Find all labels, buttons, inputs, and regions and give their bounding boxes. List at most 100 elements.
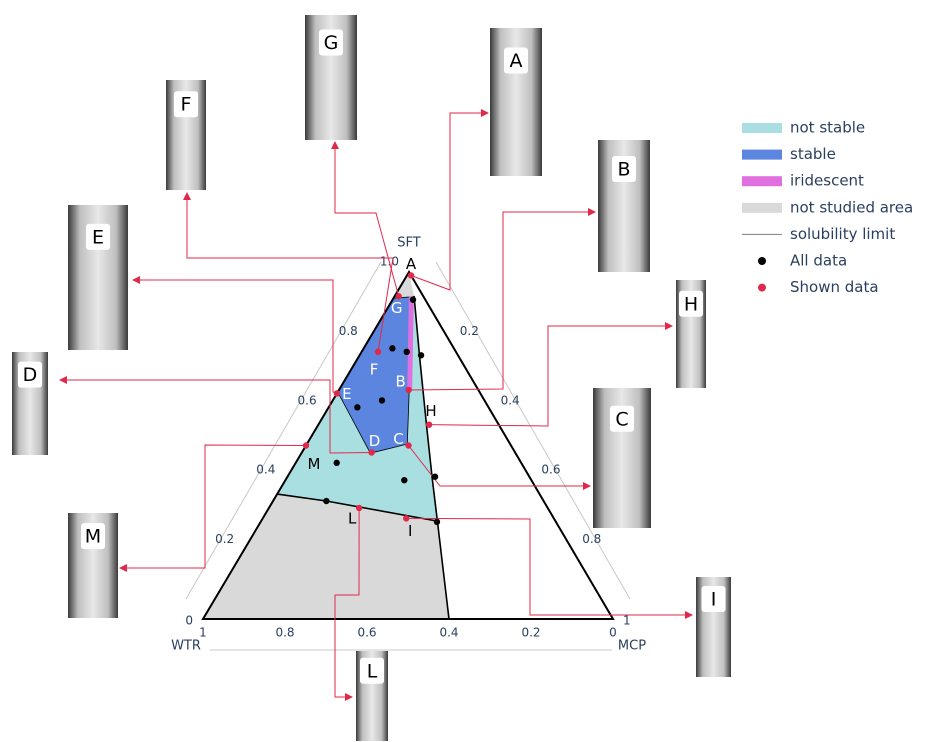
data-point — [333, 459, 340, 467]
point-label: I — [408, 522, 412, 540]
point-label: C — [393, 430, 403, 448]
point-label: D — [369, 432, 381, 450]
data-point — [403, 348, 410, 356]
legend-label: solubility limit — [790, 225, 895, 243]
axis-label: SFT — [397, 236, 421, 251]
region — [203, 494, 449, 619]
photo-label: D — [23, 364, 38, 386]
photo-label: M — [85, 526, 101, 548]
legend-swatch — [742, 149, 782, 160]
sft-tick-label: 0.2 — [215, 532, 234, 546]
sft-tick-label: 0.8 — [339, 324, 358, 338]
data-point — [323, 497, 330, 505]
data-point — [378, 397, 386, 404]
mcp-tick-label: 0.6 — [541, 463, 560, 477]
data-point — [355, 504, 363, 512]
connector — [59, 376, 372, 454]
data-point — [433, 518, 441, 526]
wtr-tick-label: 0.6 — [357, 626, 376, 640]
legend-swatch — [742, 123, 782, 133]
region — [393, 272, 415, 299]
solubility-limit — [413, 295, 450, 620]
connector — [119, 444, 307, 572]
data-point — [395, 293, 402, 300]
photo-label-box — [86, 223, 110, 250]
data-point — [431, 473, 439, 480]
region — [407, 296, 414, 389]
photo-label-box — [360, 657, 384, 684]
wtr-tick-label: 0.8 — [275, 626, 294, 640]
sft-tick-label: 0 — [185, 614, 193, 628]
data-point — [405, 442, 412, 449]
point-label: M — [308, 455, 321, 473]
legend-swatch — [758, 283, 766, 292]
photo-label-box — [612, 156, 636, 183]
legend-label: not stable — [790, 119, 865, 137]
legend-swatch — [758, 257, 766, 265]
photo-label-box — [701, 586, 726, 612]
mcp-tick-label: 0.2 — [460, 324, 479, 338]
photo-label-box — [504, 47, 528, 74]
connector — [132, 276, 338, 394]
data-point — [368, 449, 375, 456]
legend-label: All data — [790, 252, 847, 270]
data-point — [403, 515, 410, 522]
sft-tick-label: 0.4 — [256, 463, 275, 477]
connector — [429, 322, 673, 427]
point-label: F — [370, 360, 379, 378]
mcp-tick-label: 1 — [623, 614, 631, 628]
connector — [183, 192, 394, 352]
photo-label-box — [319, 29, 343, 56]
data-point — [417, 352, 425, 359]
connector — [408, 208, 596, 391]
axis-arrows — [185, 261, 631, 651]
mcp-tick-label: 0.8 — [582, 532, 601, 546]
photo-label-box — [610, 405, 634, 432]
axis-label: WTR — [171, 639, 201, 654]
photo-label-box — [174, 91, 198, 118]
wtr-tick-label: 0.4 — [439, 626, 458, 640]
data-point — [389, 345, 396, 352]
data-point — [405, 386, 412, 394]
connector — [408, 445, 591, 490]
data-point — [302, 442, 310, 449]
point-label: L — [348, 509, 357, 527]
point-label: G — [391, 299, 403, 317]
legend-label: iridescent — [790, 172, 864, 190]
point-label: E — [342, 385, 351, 403]
point-label: B — [396, 372, 406, 390]
point-label: A — [406, 255, 417, 273]
wtr-tick-label: 0 — [609, 626, 617, 640]
connector — [331, 141, 400, 297]
data-point — [407, 272, 415, 279]
photo-label: B — [617, 159, 630, 181]
legend-swatch — [742, 176, 782, 187]
point-label: H — [425, 402, 436, 420]
photo-label: F — [181, 94, 192, 116]
photo-label: E — [92, 226, 104, 248]
data-point — [425, 421, 433, 428]
data-point — [409, 296, 417, 303]
wtr-tick-label: 1 — [199, 626, 207, 640]
data-point — [401, 477, 408, 484]
wtr-tick-label: 0.2 — [521, 626, 540, 640]
legend-swatch — [742, 202, 782, 213]
data-point — [374, 348, 382, 356]
sft-tick-label: 0.6 — [298, 393, 317, 407]
legend-label: not studied area — [790, 198, 913, 216]
data-point — [354, 404, 361, 411]
photo-label: I — [711, 589, 717, 611]
legend-label: stable — [790, 145, 836, 163]
connector — [334, 507, 360, 701]
photo-label-box — [81, 523, 105, 550]
connector — [406, 517, 693, 619]
connector — [410, 109, 489, 291]
photo-label: A — [510, 50, 523, 72]
photo-label: C — [615, 408, 628, 430]
axis-label: MCP — [618, 639, 646, 654]
data-point — [333, 390, 341, 397]
legend-label: Shown data — [790, 278, 879, 296]
photo-label: L — [367, 660, 378, 682]
mcp-tick-label: 0.4 — [501, 393, 520, 407]
